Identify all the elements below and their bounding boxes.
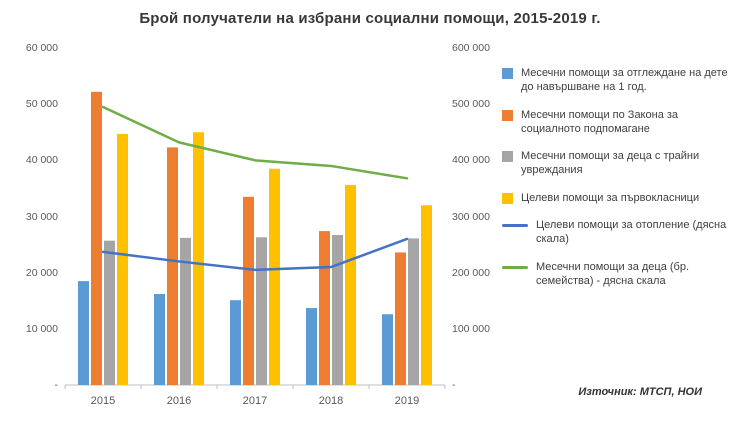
bar — [78, 281, 89, 385]
legend: Месечни помощи за отглеждане на дете до … — [502, 66, 732, 288]
bar — [345, 185, 356, 385]
legend-line-marker — [502, 224, 528, 228]
right-axis-tick-label: 400 000 — [452, 154, 490, 167]
bar — [256, 237, 267, 385]
bar — [332, 235, 343, 385]
legend-item-label: Месечни помощи по Закона за социалното п… — [521, 108, 679, 135]
left-axis-tick-label: 50 000 — [25, 98, 58, 111]
legend-square-marker — [502, 109, 513, 121]
right-axis-tick-label: 200 000 — [452, 266, 490, 279]
bar — [408, 238, 419, 385]
x-axis-category-label: 2017 — [242, 395, 268, 407]
legend-item: Месечни помощи за деца с трайни увреждан… — [502, 149, 732, 178]
bar — [395, 252, 406, 385]
bar — [269, 168, 280, 385]
legend-item: Месечни помощи по Закона за социалното п… — [502, 108, 732, 137]
left-axis-tick-label: 40 000 — [25, 154, 58, 167]
right-axis-tick-label: 600 000 — [452, 42, 490, 54]
legend-item: Месечни помощи за деца (бр. семейства) -… — [502, 260, 732, 289]
legend-item-label: Месечни помощи за отглеждане на дете до … — [521, 67, 728, 94]
source-note: Източник: МТСП, НОИ — [578, 386, 702, 398]
bar — [319, 231, 330, 385]
legend-item: Месечни помощи за отглеждане на дете до … — [502, 66, 732, 95]
legend-item: Целеви помощи за първокласници — [502, 191, 732, 205]
left-axis-tick-label: 30 000 — [25, 210, 58, 223]
x-axis-category-label: 2016 — [166, 395, 192, 407]
chart-title: Брой получатели на избрани социални помо… — [139, 10, 601, 27]
left-axis-tick-label: - — [54, 379, 59, 391]
bar — [180, 237, 191, 385]
line-series — [101, 237, 409, 272]
right-axis-tick-label: 300 000 — [452, 210, 490, 223]
bar — [421, 205, 432, 385]
legend-square-marker — [502, 151, 513, 163]
bar — [167, 147, 178, 385]
bar — [117, 133, 128, 385]
bar — [306, 308, 317, 385]
left-axis-tick-label: 20 000 — [25, 266, 58, 279]
legend-square-marker — [502, 68, 513, 79]
legend-item-label: Месечни помощи за деца (бр. семейства) -… — [536, 260, 690, 287]
x-axis-category-label: 2018 — [318, 395, 344, 407]
bar — [104, 240, 115, 385]
left-axis-tick-label: 10 000 — [25, 322, 58, 335]
legend-square-marker — [502, 192, 513, 204]
right-axis-tick-label: 500 000 — [452, 98, 490, 111]
plot-svg — [64, 91, 446, 389]
bar — [154, 294, 165, 385]
right-axis-tick-label: - — [452, 379, 456, 391]
bar — [382, 314, 393, 385]
bar — [91, 91, 102, 385]
line-series — [101, 105, 409, 180]
legend-item: Целеви помощи за отопление (дясна скала) — [502, 218, 732, 247]
legend-line-marker — [502, 265, 528, 269]
right-axis-tick-label: 100 000 — [452, 322, 490, 335]
legend-item-label: Целеви помощи за отопление (дясна скала) — [536, 219, 727, 246]
bar — [243, 196, 254, 385]
bar — [193, 132, 204, 385]
left-axis-tick-label: 60 000 — [25, 42, 58, 54]
legend-item-label: Целеви помощи за първокласници — [521, 191, 700, 204]
plot-area — [64, 48, 446, 389]
x-axis-category-label: 2015 — [90, 395, 116, 407]
bar — [230, 300, 241, 385]
x-axis-category-label: 2019 — [394, 395, 420, 407]
legend-item-label: Месечни помощи за деца с трайни увреждан… — [521, 150, 700, 177]
